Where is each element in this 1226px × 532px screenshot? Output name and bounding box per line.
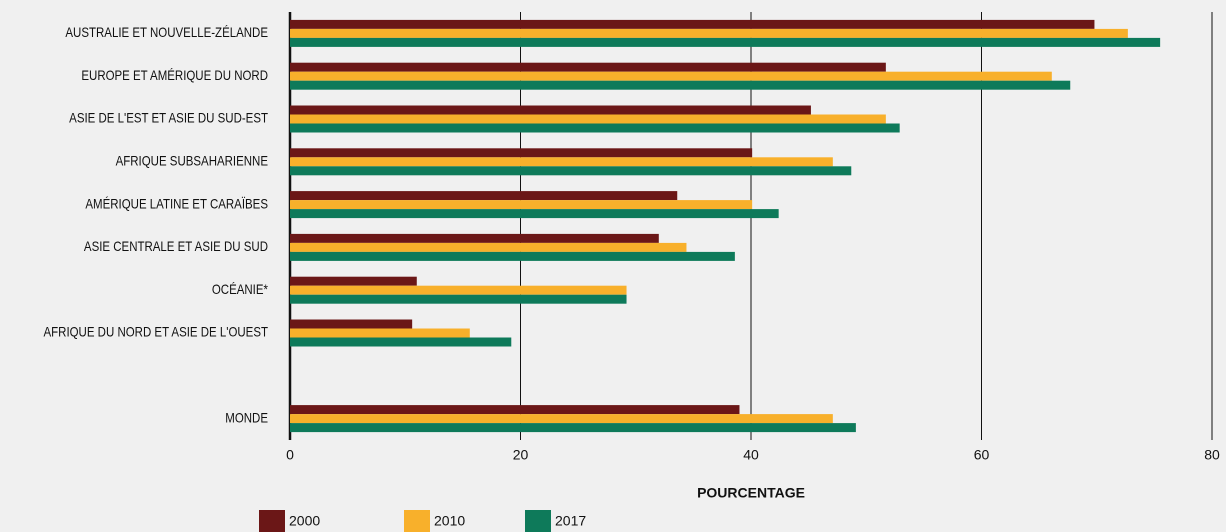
bar <box>290 285 627 295</box>
y-tick-label: AFRIQUE DU NORD ET ASIE DE L'OUEST <box>43 324 268 340</box>
x-tick-label: 0 <box>286 447 294 463</box>
legend-label: 2017 <box>555 513 586 529</box>
bar <box>290 28 1128 38</box>
x-tick-label: 60 <box>974 447 990 463</box>
y-tick-label: OCÉANIE* <box>212 281 268 297</box>
bar <box>290 242 687 252</box>
bar <box>290 251 735 261</box>
x-tick-label: 80 <box>1204 447 1220 463</box>
y-tick-label: ASIE CENTRALE ET ASIE DU SUD <box>84 238 268 254</box>
bar <box>290 166 852 176</box>
y-tick-label: MONDE <box>225 409 268 425</box>
bar <box>290 19 1095 29</box>
bar <box>290 414 833 424</box>
y-tick-label: EUROPE ET AMÉRIQUE DU NORD <box>81 67 268 83</box>
bar <box>290 114 886 124</box>
bar <box>290 191 678 201</box>
bar <box>290 328 470 338</box>
y-tick-label: AUSTRALIE ET NOUVELLE-ZÉLANDE <box>65 24 268 40</box>
legend-swatch <box>525 510 551 532</box>
x-axis-label: POURCENTAGE <box>697 485 805 501</box>
y-tick-label: AMÉRIQUE LATINE ET CARAÏBES <box>85 195 268 211</box>
x-tick-label: 20 <box>513 447 529 463</box>
bar <box>290 80 1071 90</box>
bar <box>290 233 659 243</box>
bar <box>290 62 886 72</box>
bar <box>290 200 753 210</box>
legend-label: 2000 <box>289 513 320 529</box>
bar <box>290 294 627 304</box>
y-tick-label: AFRIQUE SUBSAHARIENNE <box>116 152 268 168</box>
bar <box>290 123 900 133</box>
bar <box>290 276 417 286</box>
bar <box>290 319 413 329</box>
legend-swatch <box>259 510 285 532</box>
bar <box>290 71 1052 81</box>
bar <box>290 423 856 433</box>
bar <box>290 37 1161 47</box>
bar <box>290 405 740 415</box>
bar <box>290 209 779 219</box>
legend-label: 2010 <box>434 513 465 529</box>
legend-swatch <box>404 510 430 532</box>
bar <box>290 157 833 167</box>
bar <box>290 148 753 158</box>
bar <box>290 105 811 115</box>
y-tick-label: ASIE DE L'EST ET ASIE DU SUD-EST <box>69 110 268 126</box>
x-tick-label: 40 <box>743 447 759 463</box>
bar <box>290 337 512 347</box>
